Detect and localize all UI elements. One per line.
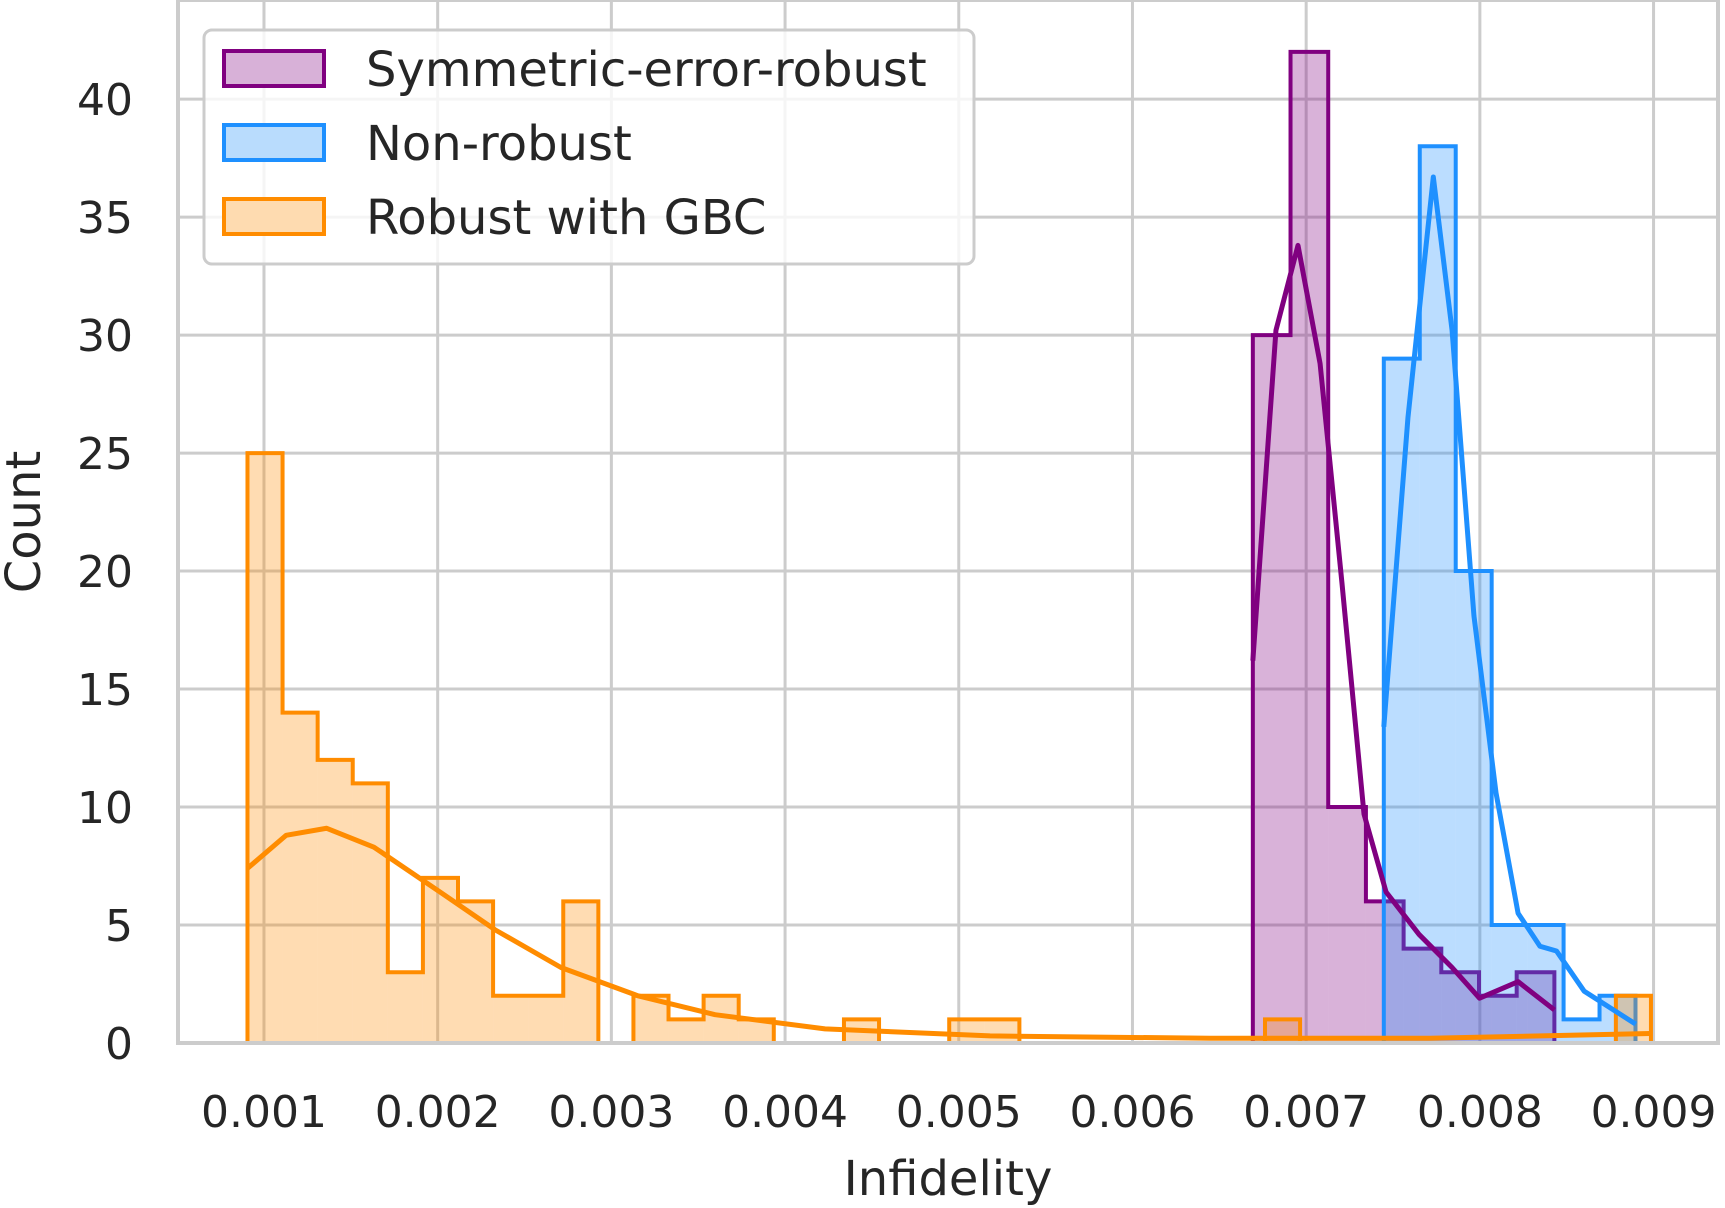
histogram-bar xyxy=(352,783,388,1043)
y-tick-label: 35 xyxy=(77,193,133,244)
legend-label-non-robust: Non-robust xyxy=(366,116,632,172)
histogram-bar xyxy=(1419,146,1456,1043)
y-axis-ticks: 0 5 10 15 20 25 30 35 40 xyxy=(77,75,133,1070)
x-tick-label: 0.003 xyxy=(548,1087,674,1138)
x-tick-label: 0.008 xyxy=(1417,1087,1543,1138)
y-tick-label: 10 xyxy=(77,783,133,834)
histogram-outline xyxy=(1250,49,1557,1043)
histogram-bar xyxy=(1403,948,1442,1043)
x-axis-ticks: 0.001 0.002 0.003 0.004 0.005 0.006 0.007 0.008… xyxy=(201,1087,1717,1138)
histogram-bar xyxy=(1527,925,1564,1043)
x-tick-label: 0.002 xyxy=(375,1087,501,1138)
histogram-bar xyxy=(984,1019,1020,1043)
y-tick-label: 25 xyxy=(77,429,133,480)
plot-frame xyxy=(176,0,1720,1045)
y-tick-label: 5 xyxy=(105,901,133,952)
x-tick-label: 0.006 xyxy=(1069,1087,1195,1138)
y-axis-label: Count xyxy=(0,451,52,594)
histogram-bar xyxy=(1328,807,1366,1043)
histogram-bar xyxy=(282,712,318,1043)
y-tick-label: 0 xyxy=(105,1019,133,1070)
kde-curve-2 xyxy=(245,825,1651,1041)
histogram-bar xyxy=(1252,335,1291,1044)
y-tick-label: 40 xyxy=(77,75,133,126)
histogram-bar xyxy=(247,453,283,1043)
y-tick-label: 15 xyxy=(77,665,133,716)
histogram-bar xyxy=(949,1019,985,1043)
histogram-bar xyxy=(528,995,564,1043)
legend-label-robust-gbc: Robust with GBC xyxy=(366,190,766,246)
legend-swatch-robust-gbc xyxy=(222,197,326,236)
legend-swatch-non-robust xyxy=(222,123,326,162)
histogram-bar xyxy=(1290,51,1329,1044)
legend-swatch-symmetric xyxy=(222,49,326,88)
x-axis-label: Infidelity xyxy=(844,1151,1053,1207)
histogram-bar xyxy=(738,1019,774,1043)
y-tick-label: 20 xyxy=(77,547,133,598)
legend-box xyxy=(202,28,976,266)
histogram-bars xyxy=(245,49,1653,1045)
kde-curves xyxy=(245,174,1651,1041)
x-tick-label: 0.001 xyxy=(201,1087,327,1138)
histogram-bar xyxy=(1563,1019,1600,1043)
histogram-bar xyxy=(387,972,423,1043)
y-tick-label: 30 xyxy=(77,311,133,362)
histogram-bar xyxy=(1455,571,1492,1043)
x-tick-label: 0.009 xyxy=(1591,1087,1717,1138)
histogram-bar xyxy=(422,877,458,1043)
legend: Symmetric-error-robust Non-robust Robust… xyxy=(202,28,976,266)
x-tick-label: 0.004 xyxy=(722,1087,848,1138)
histogram-bar xyxy=(668,1019,704,1043)
legend-label-symmetric: Symmetric-error-robust xyxy=(366,42,927,98)
histogram-bar xyxy=(1383,358,1420,1044)
x-tick-label: 0.005 xyxy=(896,1087,1022,1138)
histogram-bar xyxy=(493,995,529,1043)
kde-curve-0 xyxy=(1250,242,1556,1012)
kde-curve-1 xyxy=(1381,174,1638,1027)
x-tick-label: 0.007 xyxy=(1243,1087,1369,1138)
histogram-bar xyxy=(1441,972,1479,1043)
histogram-bar xyxy=(317,759,353,1043)
